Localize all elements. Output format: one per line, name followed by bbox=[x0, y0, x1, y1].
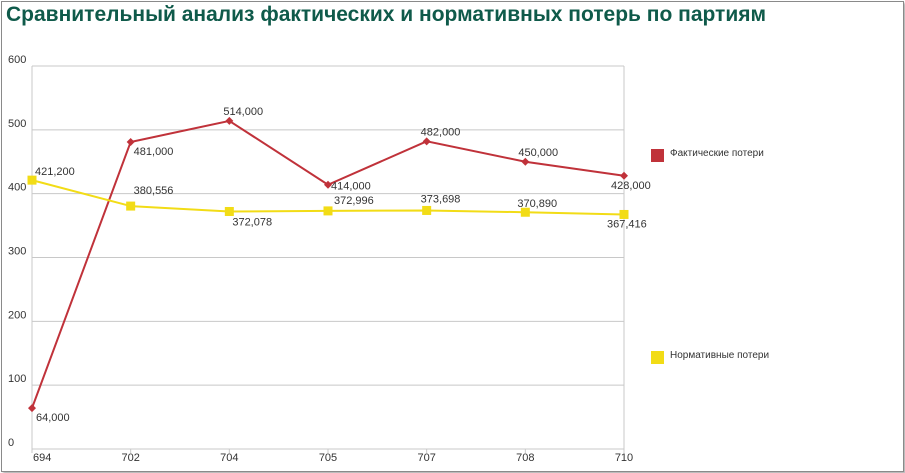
data-point-normative bbox=[323, 206, 333, 216]
legend-item-normative: Нормативные потери bbox=[651, 350, 770, 364]
data-label-actual: 428,000 bbox=[611, 180, 651, 192]
data-point-actual bbox=[324, 180, 332, 189]
legend-swatch-normative bbox=[651, 351, 664, 364]
y-tick-label: 400 bbox=[8, 182, 26, 194]
y-tick-label: 500 bbox=[8, 118, 26, 130]
data-label-normative: 421,200 bbox=[35, 166, 75, 178]
data-point-normative bbox=[224, 206, 234, 216]
data-point-normative bbox=[27, 175, 37, 185]
data-point-normative bbox=[422, 205, 432, 215]
data-label-actual: 64,000 bbox=[36, 412, 70, 424]
data-label-normative: 370,890 bbox=[517, 198, 557, 210]
x-tick-label: 707 bbox=[417, 452, 435, 464]
x-tick-label: 704 bbox=[220, 452, 238, 464]
y-tick-label: 200 bbox=[8, 309, 26, 321]
data-point-actual bbox=[620, 171, 628, 180]
data-point-normative bbox=[619, 209, 629, 219]
data-label-actual: 414,000 bbox=[331, 181, 371, 193]
x-tick-label: 710 bbox=[615, 452, 633, 464]
data-point-actual bbox=[28, 404, 36, 413]
x-tick-label: 708 bbox=[516, 452, 534, 464]
legend-label-normative: Нормативные потери bbox=[670, 350, 770, 361]
data-point-actual bbox=[126, 137, 135, 146]
data-label-normative: 373,698 bbox=[421, 193, 461, 205]
legend-item-actual: Фактические потери bbox=[651, 148, 770, 162]
data-point-normative bbox=[126, 201, 136, 211]
legend-label-actual: Фактические потери bbox=[670, 148, 764, 159]
x-tick-label: 705 bbox=[319, 452, 337, 464]
x-tick-label: 702 bbox=[121, 452, 139, 464]
y-tick-label: 100 bbox=[8, 373, 26, 385]
data-label-normative: 367,416 bbox=[607, 218, 647, 230]
data-point-normative bbox=[520, 207, 530, 217]
y-tick-label: 600 bbox=[8, 54, 26, 66]
data-label-actual: 450,000 bbox=[518, 147, 558, 159]
chart-title: Сравнительный анализ фактических и норма… bbox=[6, 3, 767, 26]
data-point-actual bbox=[521, 157, 530, 166]
data-label-actual: 481,000 bbox=[134, 146, 174, 158]
data-label-normative: 380,556 bbox=[134, 185, 174, 197]
data-point-actual bbox=[422, 137, 431, 146]
data-point-actual bbox=[225, 116, 234, 125]
x-tick-label: 694 bbox=[33, 452, 51, 464]
data-label-normative: 372,078 bbox=[232, 216, 272, 228]
data-label-actual: 482,000 bbox=[421, 126, 461, 138]
data-label-actual: 514,000 bbox=[223, 106, 263, 118]
y-tick-label: 0 bbox=[8, 437, 14, 449]
legend-swatch-actual bbox=[651, 149, 664, 162]
data-label-normative: 372,996 bbox=[334, 195, 374, 207]
series-line-actual bbox=[31, 119, 625, 409]
y-tick-label: 300 bbox=[8, 246, 26, 258]
